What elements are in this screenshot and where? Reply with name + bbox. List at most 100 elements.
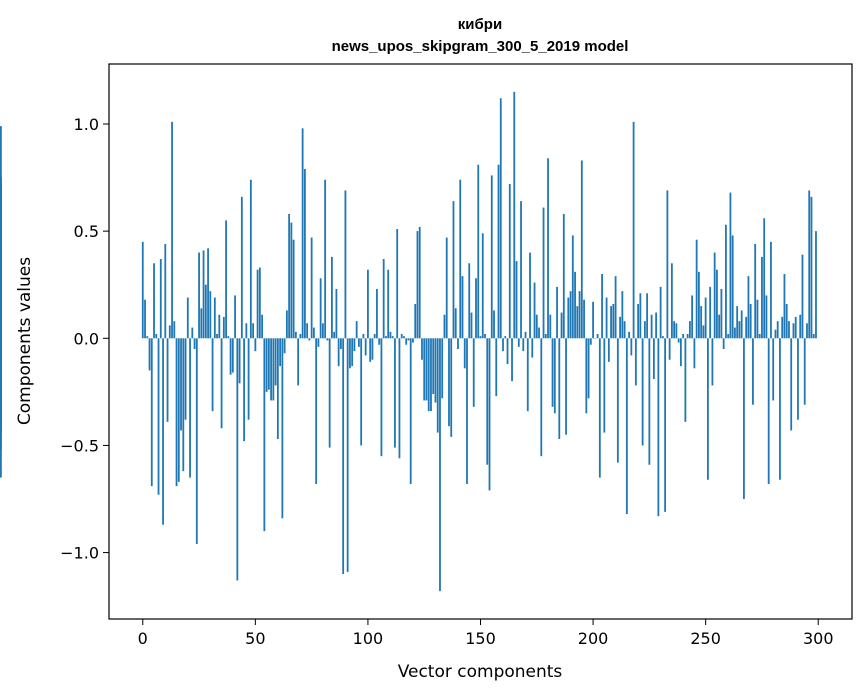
x-tick-label: 50 [245,629,265,648]
bar [763,218,766,339]
bar [0,338,2,401]
bar [353,338,356,352]
bar [785,304,788,339]
bar [792,323,795,339]
bar [540,338,543,457]
bar [319,278,322,339]
bar [506,338,509,364]
bar [423,338,426,401]
bar [522,338,525,352]
bar [623,321,626,339]
bar [535,314,538,339]
bar [598,338,601,478]
bar [364,338,367,356]
bar [378,338,381,345]
bar [634,338,637,386]
bar [171,121,173,339]
bar [294,331,297,339]
bar [173,321,176,339]
bar [403,336,405,339]
bar [373,334,376,339]
bar [788,321,790,339]
bar [184,338,187,420]
bar [704,297,707,339]
bar [321,323,324,339]
bar [216,334,218,339]
bar [808,190,811,339]
bar [454,308,457,339]
bar [439,338,441,592]
bar [303,169,306,339]
bar [801,254,804,339]
bar [427,338,430,412]
bar [508,184,511,339]
bar [0,338,2,478]
bar [688,321,691,339]
bar [497,164,500,339]
bar [479,336,482,339]
x-tick-label: 300 [803,629,834,648]
bar [731,235,734,339]
bar [589,338,592,345]
bar [574,271,576,339]
bar [607,338,610,362]
bar [459,179,462,339]
bar [155,334,158,339]
bar [488,338,491,491]
bar [342,338,345,574]
bar [380,338,383,457]
bar [249,179,252,339]
bar [486,338,489,465]
bar [655,312,658,339]
bar [533,282,536,339]
bar [159,259,162,339]
bar [790,338,793,431]
bar [682,334,685,339]
bar [562,214,565,339]
bar [700,306,703,339]
bar [452,201,455,339]
x-tick-label: 200 [578,629,609,648]
y-tick-label: −0.5 [60,436,99,455]
y-axis-label: Components values [15,257,35,425]
bar [625,338,628,514]
bar [490,175,493,339]
bar [529,252,531,339]
bar [673,321,676,339]
bar [326,338,329,341]
bar [754,244,757,339]
bar [177,338,180,482]
bar [601,274,603,339]
bar [198,252,200,339]
bar [734,327,736,339]
bar [407,338,410,341]
bar [468,263,471,339]
bar [596,334,599,339]
bar [670,263,673,339]
bar [472,338,475,407]
bar [745,316,748,339]
bar [779,338,781,480]
bar [639,293,642,339]
bar [148,338,151,371]
bar [382,259,385,339]
bar [358,338,360,347]
bar [146,336,149,339]
y-tick-label: −1.0 [60,544,99,563]
x-axis-ticks: 0 50 100 150 200 250 300 [138,619,834,648]
bar [603,338,606,433]
bar [400,334,403,339]
bar [756,299,759,339]
bar [416,231,419,339]
bar [727,334,730,339]
bar [430,338,432,412]
bar [285,310,288,339]
bar [752,338,754,405]
bar [810,196,813,339]
bar [0,177,2,339]
bar [556,286,558,339]
bar [229,338,232,375]
bar [263,338,266,532]
bar [412,338,414,343]
bar [396,229,399,339]
